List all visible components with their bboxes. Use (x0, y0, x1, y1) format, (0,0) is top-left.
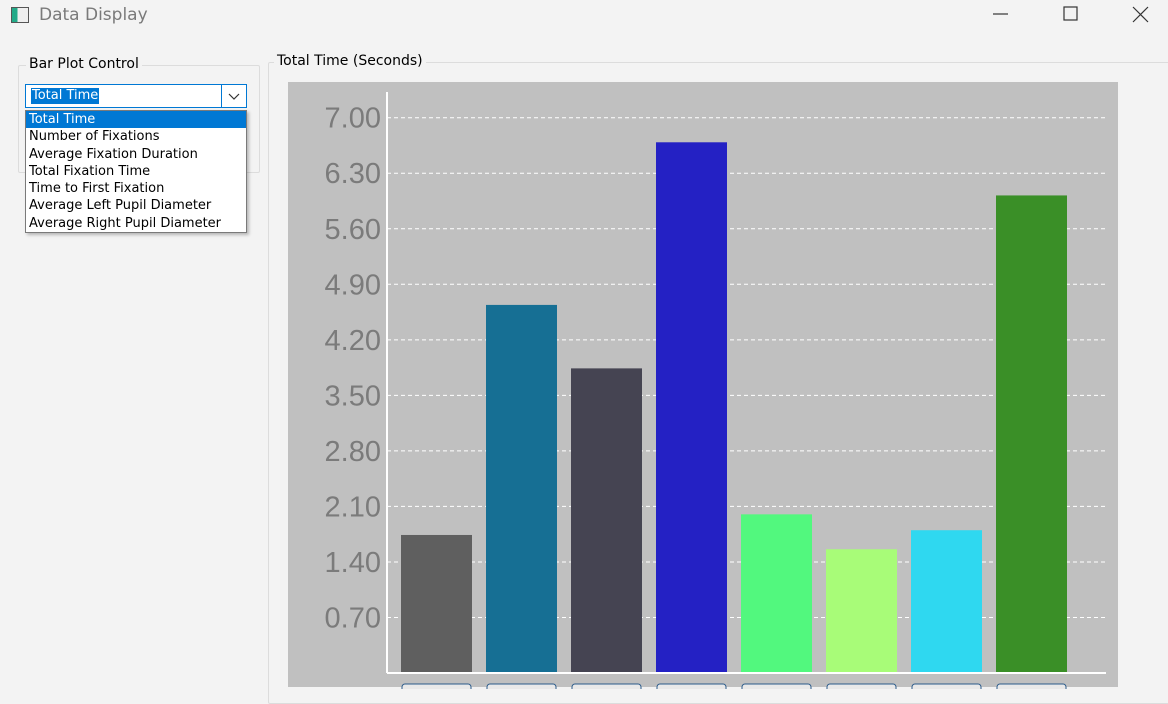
close-button[interactable] (1132, 6, 1149, 23)
maximize-button[interactable] (1063, 6, 1078, 21)
window-title: Data Display (39, 5, 148, 25)
control-group-title: Bar Plot Control (26, 56, 142, 72)
metric-combobox[interactable]: Total Time (25, 84, 247, 108)
dropdown-option[interactable]: Average Fixation Duration (29, 146, 198, 162)
title-bar: Data Display (0, 0, 1168, 38)
combo-arrow[interactable] (221, 85, 246, 107)
window-controls (993, 6, 1149, 23)
dropdown-option[interactable]: Average Right Pupil Diameter (29, 215, 222, 231)
app-icon (11, 7, 29, 23)
dropdown-option[interactable]: Total Fixation Time (29, 163, 151, 179)
chart-group (268, 62, 1168, 704)
dropdown-option[interactable]: Average Left Pupil Diameter (29, 198, 212, 214)
dropdown-option[interactable]: Total Time (26, 111, 246, 129)
dropdown-option[interactable]: Time to First Fixation (29, 181, 165, 197)
chart-group-title: Total Time (Seconds) (274, 53, 426, 69)
combo-selected: Total Time (31, 88, 100, 104)
dropdown-option[interactable]: Number of Fixations (29, 129, 160, 145)
arrow-icon (228, 93, 240, 100)
dropdown-list: Total Time Number of Fixations Average Fix… (25, 110, 247, 233)
